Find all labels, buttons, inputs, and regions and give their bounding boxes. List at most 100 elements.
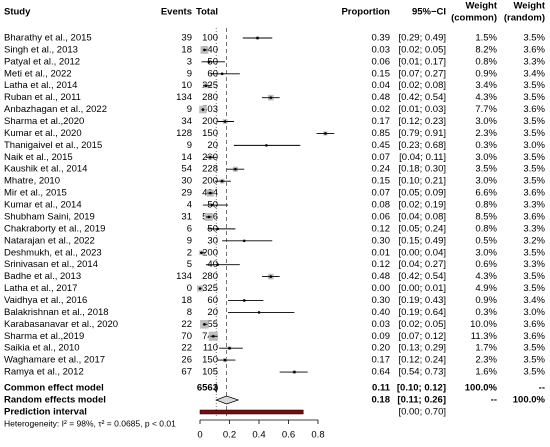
events: 9 (187, 235, 192, 246)
study-name: Latha et al., 2017 (4, 283, 77, 294)
weight-common: 0.6% (475, 259, 497, 270)
proportion: 0.48 (372, 92, 391, 103)
proportion: 0.24 (372, 164, 391, 175)
weight-common: 2.3% (475, 355, 497, 366)
ci: [0.29; 0.49] (398, 33, 446, 44)
weight-random: 3.5% (523, 367, 545, 378)
proportion: 0.45 (372, 140, 391, 151)
total: 200 (202, 116, 218, 127)
study-point (203, 323, 206, 326)
study-name: Mir et al., 2015 (4, 188, 67, 199)
total: 325 (202, 283, 218, 294)
weight-common: 3.0% (475, 152, 497, 163)
study-name: Srinivasan et al., 2014 (4, 259, 98, 270)
study-point (201, 108, 205, 111)
study-name: Kaushik et al., 2014 (4, 164, 87, 175)
common-label: Common effect model (4, 383, 104, 394)
proportion: 0.01 (372, 247, 391, 258)
proportion: 0.08 (372, 200, 391, 211)
weight-common: 1.7% (475, 343, 497, 354)
weight-common: 0.8% (475, 223, 497, 234)
proportion: 0.09 (372, 331, 391, 342)
study-point (198, 287, 202, 290)
weight-random: 3.5% (523, 152, 545, 163)
events: 29 (181, 188, 192, 199)
proportion: 0.39 (372, 33, 391, 44)
study-point (220, 179, 224, 183)
study-point (209, 191, 212, 195)
header-weight-common: Weight (466, 1, 498, 12)
common-ci: [0.10; 0.12] (397, 383, 446, 394)
weight-random: 3.6% (523, 211, 545, 222)
x-tick-label: 0.6 (282, 430, 295, 441)
ci: [0.02; 0.08] (398, 80, 446, 91)
proportion: 0.15 (372, 68, 391, 79)
study-name: Kumar et al., 2020 (4, 128, 82, 139)
weight-random: 3.5% (523, 128, 545, 139)
events: 26 (181, 355, 192, 366)
header-events: Events (161, 7, 192, 18)
events: 39 (181, 33, 192, 44)
ci: [0.04; 0.11] (399, 152, 446, 163)
study-name: Anbazhagan et al., 2022 (4, 104, 107, 115)
proportion: 0.20 (372, 343, 391, 354)
weight-common: 0.9% (475, 295, 497, 306)
study-name: Ruban et al., 2011 (4, 92, 81, 103)
random-weight-common: -- (491, 395, 497, 406)
study-point (293, 370, 296, 374)
total: 200 (202, 176, 218, 187)
weight-random: 3.4% (523, 295, 545, 306)
weight-random: 3.6% (523, 104, 545, 115)
weight-common: 0.9% (475, 68, 497, 79)
study-point (265, 144, 268, 147)
ci: [0.07; 0.27] (398, 68, 446, 79)
total: 540 (202, 44, 218, 55)
total: 100 (202, 33, 218, 44)
events: 34 (181, 116, 192, 127)
weight-common: 10.0% (470, 319, 497, 330)
total: 655 (202, 319, 218, 330)
weight-common: 0.5% (475, 235, 497, 246)
proportion: 0.00 (372, 283, 391, 294)
weight-random: 3.5% (523, 283, 545, 294)
study-point (207, 215, 211, 219)
events: 18 (181, 44, 192, 55)
total: 150 (202, 355, 218, 366)
study-name: Deshmukh, et al., 2023 (4, 247, 102, 258)
ci: [0.42; 0.54] (398, 271, 446, 282)
study-point (200, 251, 203, 255)
proportion: 0.48 (372, 271, 391, 282)
weight-common: 8.5% (475, 211, 497, 222)
weight-common: 4.9% (475, 283, 497, 294)
ci: [0.01; 0.17] (398, 56, 446, 67)
study-point (242, 299, 246, 302)
events: 134 (176, 271, 192, 282)
ci: [0.19; 0.43] (398, 295, 446, 306)
weight-random: 3.5% (523, 343, 545, 354)
ci: [0.02; 0.19] (398, 200, 446, 211)
ci: [0.19; 0.64] (398, 307, 446, 318)
total: 20 (207, 140, 218, 151)
events: 14 (181, 152, 192, 163)
events: 6 (187, 223, 192, 234)
weight-random: 3.5% (523, 80, 545, 91)
events: 70 (181, 331, 192, 342)
total: 228 (202, 164, 218, 175)
study-point (216, 263, 219, 266)
weight-random: 3.6% (523, 188, 545, 199)
weight-random: 3.3% (523, 223, 545, 234)
proportion: 0.15 (372, 176, 391, 187)
study-name: Meti et al., 2022 (4, 68, 72, 79)
ci: [0.10; 0.21] (398, 176, 446, 187)
total: 503 (202, 104, 218, 115)
weight-common: 0.8% (475, 56, 497, 67)
ci: [0.02; 0.05] (398, 319, 446, 330)
study-name: Badhe et al., 2013 (4, 271, 81, 282)
events: 5 (187, 259, 192, 270)
weight-random: 3.5% (523, 355, 545, 366)
proportion: 0.07 (372, 188, 391, 199)
proportion: 0.17 (372, 355, 391, 366)
prediction-ci: [0.00; 0.70] (398, 407, 446, 418)
events: 31 (181, 211, 192, 222)
proportion: 0.03 (372, 319, 391, 330)
